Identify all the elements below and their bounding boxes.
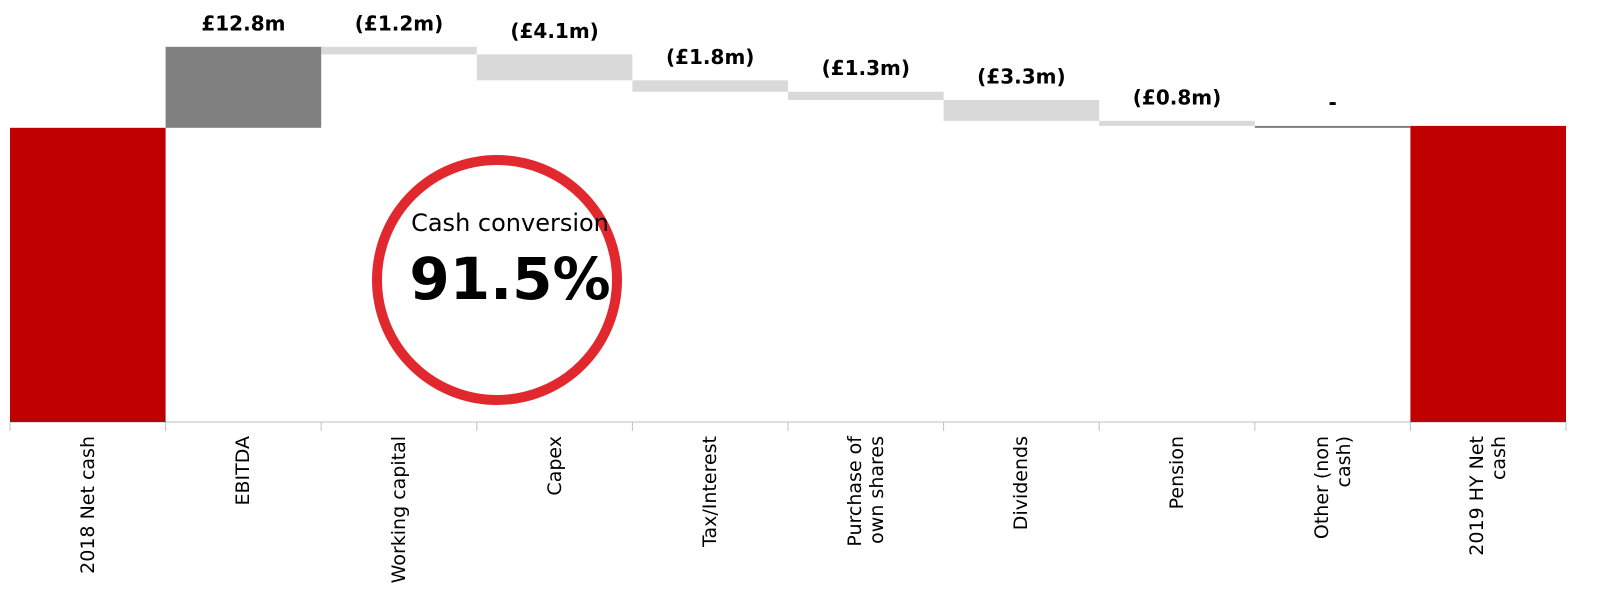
x-tick-label: Dividends	[1010, 436, 1033, 531]
x-tick-label: EBITDA	[232, 436, 255, 506]
bar	[165, 46, 322, 128]
value-label: (£1.8m)	[666, 45, 754, 69]
x-tick-label: Working capital	[388, 436, 410, 584]
x-tick-label: Purchase of own shares	[843, 436, 888, 547]
x-tick-label: Other (non cash)	[1310, 436, 1355, 540]
value-label: (£3.3m)	[977, 64, 1065, 88]
value-label: £12.8m	[201, 11, 285, 35]
annotation-circle	[372, 155, 622, 405]
bar	[632, 80, 788, 92]
x-tick-label: Tax/Interest	[699, 436, 722, 547]
value-label: (£4.1m)	[510, 19, 598, 43]
value-label: (£1.2m)	[355, 11, 443, 35]
x-tick-label: Pension	[1166, 436, 1188, 510]
value-label: (£0.8m)	[1133, 85, 1221, 109]
value-label: -	[1328, 90, 1336, 114]
bar	[476, 54, 633, 81]
bar	[1254, 125, 1411, 128]
bar	[1099, 120, 1255, 126]
value-label: (£1.3m)	[822, 56, 910, 80]
bar	[788, 91, 944, 100]
x-tick-label: 2019 HY Net cash	[1466, 436, 1511, 556]
bar	[1410, 125, 1566, 422]
x-tick-label: Capex	[543, 436, 566, 496]
annotation-value: 91.5%	[409, 245, 610, 313]
bar	[943, 99, 1100, 121]
annotation-text: Cash conversion	[411, 209, 609, 237]
bar	[10, 127, 166, 423]
bar	[321, 46, 477, 55]
x-tick-label: 2018 Net cash	[76, 436, 99, 574]
